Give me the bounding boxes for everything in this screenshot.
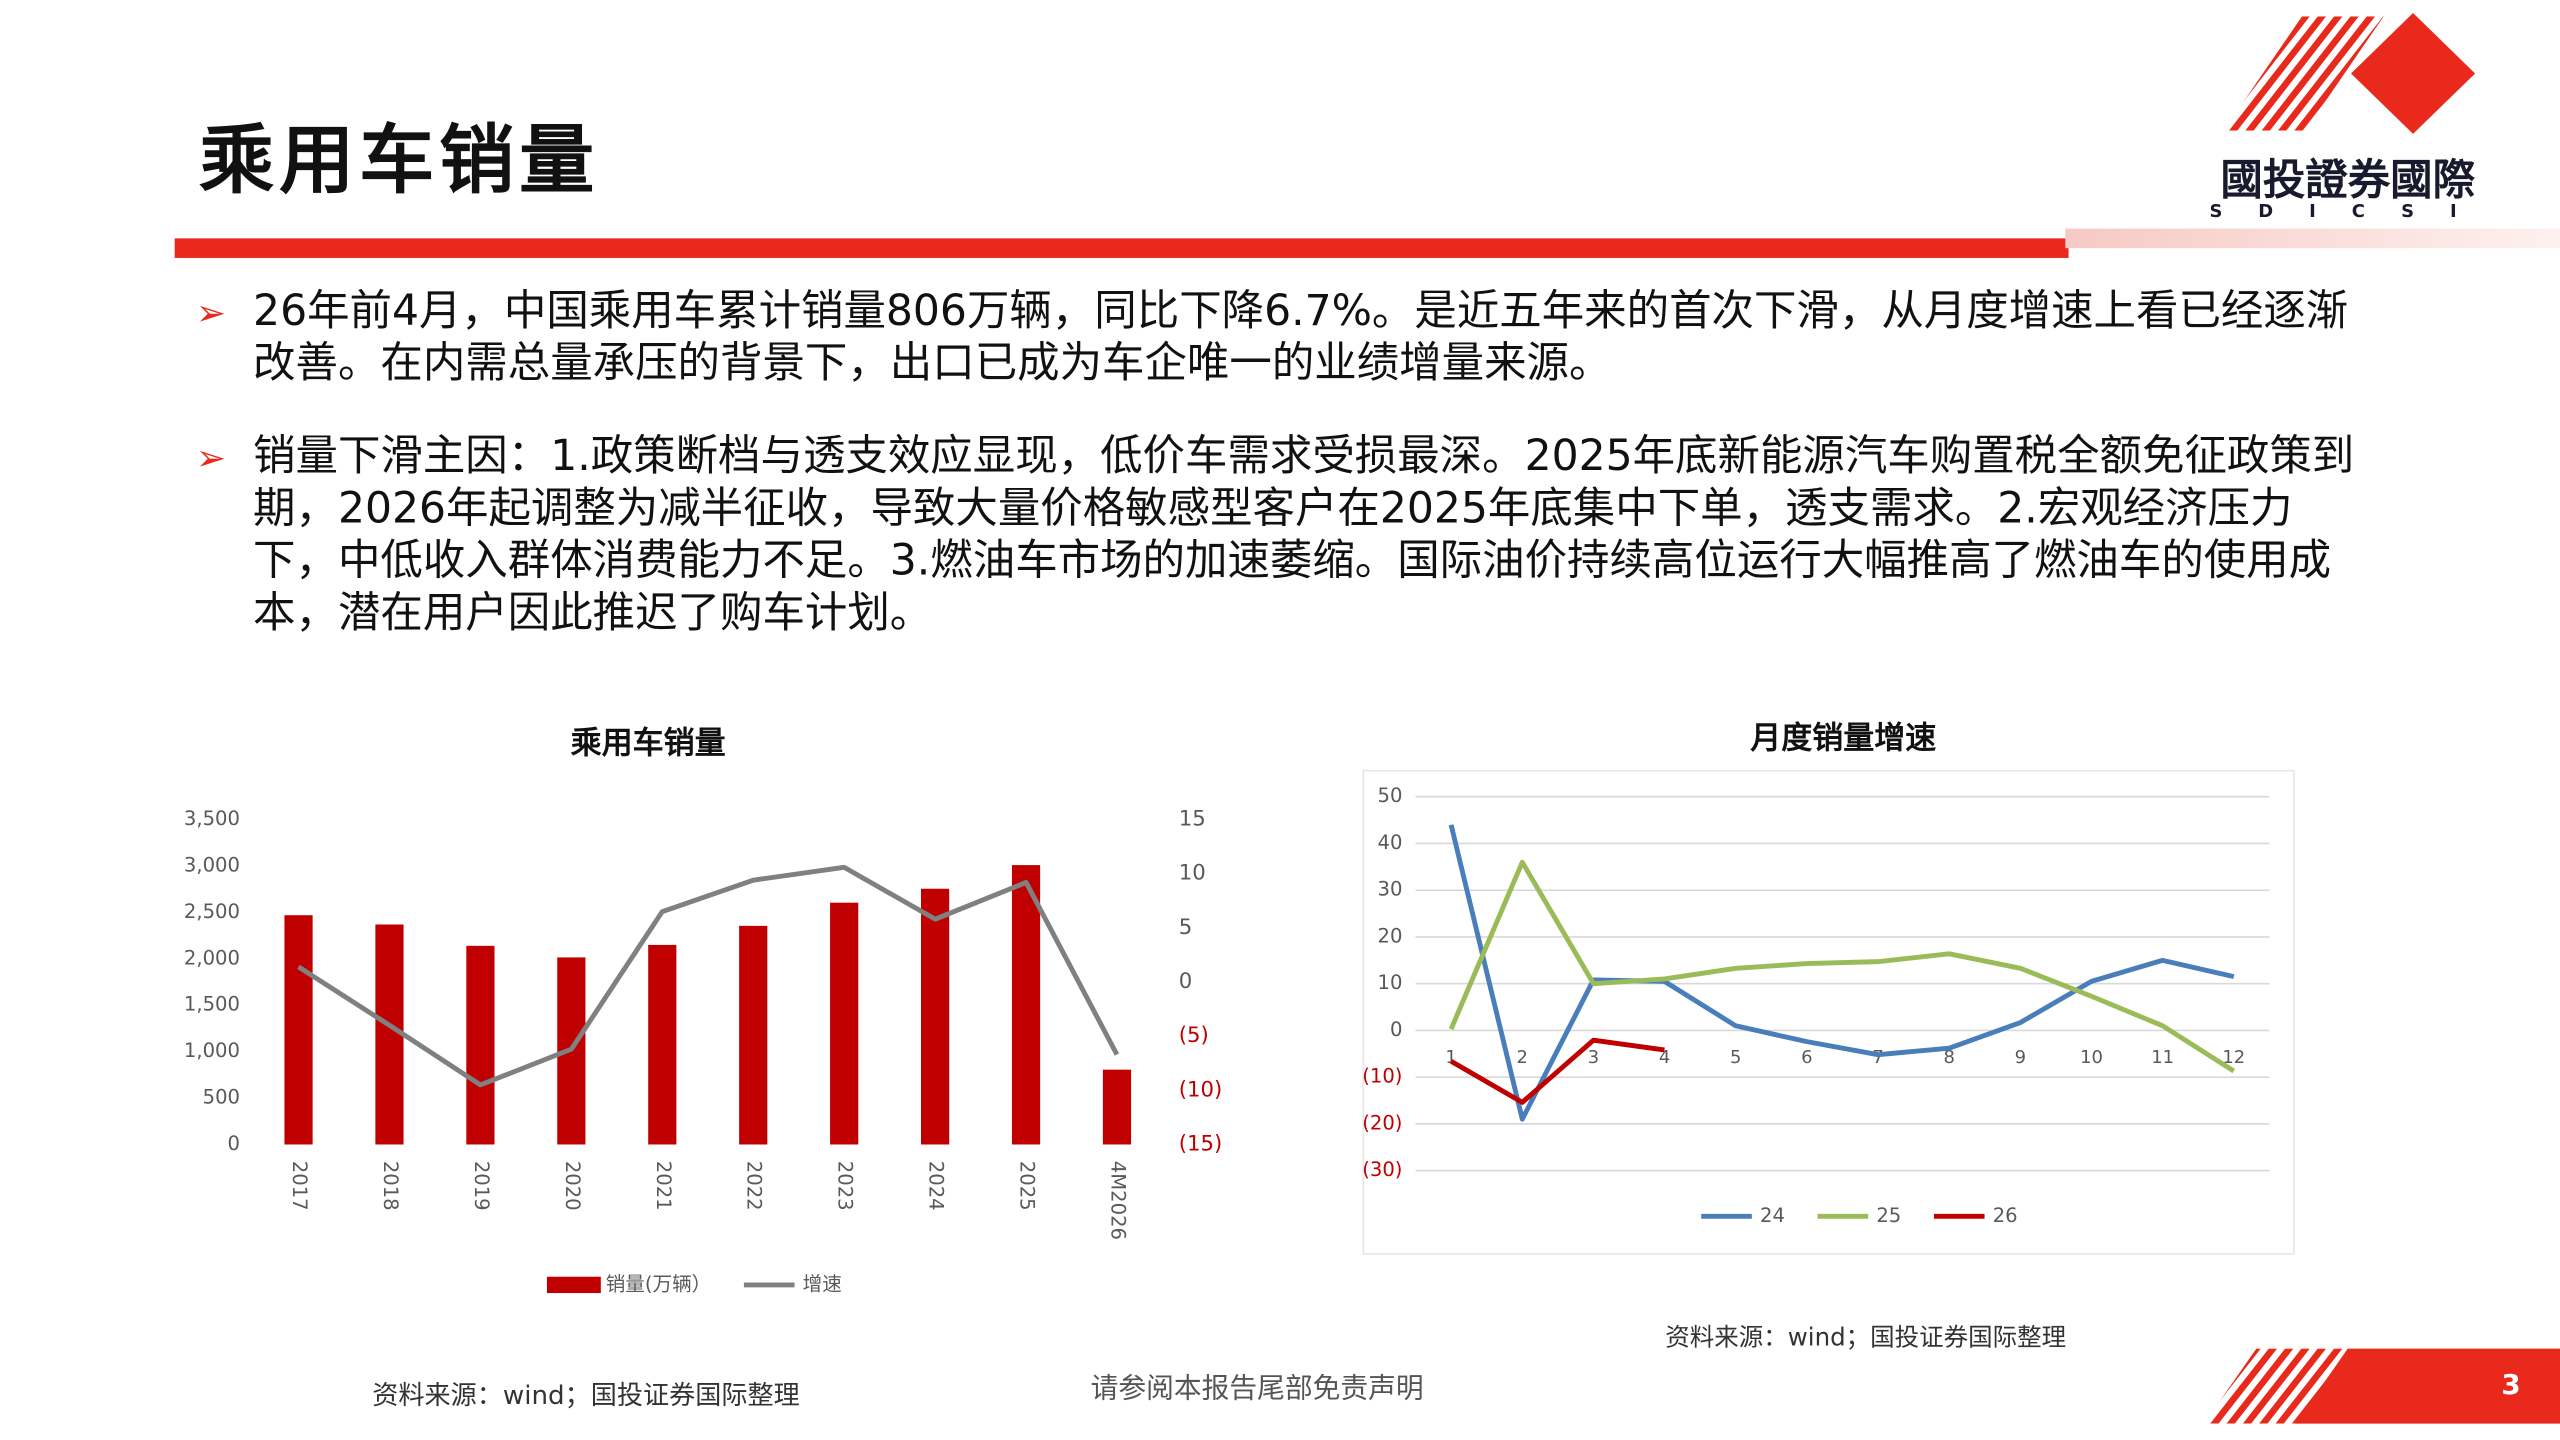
y2-tick-label: (10)	[1179, 1077, 1223, 1102]
y-tick-label: 40	[1378, 831, 1403, 854]
y-tick-label: 30	[1378, 878, 1403, 901]
x-tick-label: 7	[1872, 1047, 1883, 1068]
x-tick-label: 4	[1659, 1047, 1670, 1068]
y2-tick-label: (5)	[1179, 1023, 1209, 1048]
y-tick-label: 1,000	[184, 1039, 240, 1062]
x-tick-label: 2018	[379, 1161, 402, 1211]
y-tick-label: 2,500	[184, 900, 240, 923]
bar	[921, 888, 950, 1145]
legend-label: 销量(万辆）	[606, 1272, 712, 1295]
y-tick-label: 10	[1378, 971, 1403, 994]
logo-text: 國投證券國際	[2220, 156, 2475, 205]
y-tick-label: (20)	[1362, 1111, 1402, 1134]
x-tick-label: 5	[1730, 1047, 1741, 1068]
y-tick-label: 3,000	[184, 854, 240, 877]
bar	[830, 902, 859, 1145]
source-note: 资料来源：wind；国投证券国际整理	[372, 1379, 800, 1411]
chart-title: 乘用车销量	[571, 725, 726, 761]
page-number: 3	[2501, 1368, 2520, 1401]
logo-diamond	[2351, 13, 2476, 134]
y2-tick-label: 10	[1179, 861, 1206, 886]
bar	[375, 924, 404, 1145]
title-rule-fade	[2065, 228, 2560, 249]
y-tick-label: 2,000	[184, 946, 240, 969]
y2-tick-label: 0	[1179, 969, 1193, 994]
disclaimer: 请参阅本报告尾部免责声明	[1090, 1373, 1424, 1406]
y2-tick-label: 5	[1179, 915, 1193, 940]
y-tick-label: 500	[203, 1086, 240, 1109]
y-tick-label: (30)	[1362, 1158, 1402, 1181]
x-tick-label: 2024	[925, 1161, 948, 1211]
bar	[739, 925, 768, 1145]
series-line	[297, 864, 1120, 1088]
x-tick-label: 4M2026	[1106, 1161, 1129, 1240]
bar	[1011, 865, 1041, 1145]
legend-label: 25	[1876, 1204, 1901, 1227]
bar	[284, 915, 313, 1145]
x-tick-label: 2020	[561, 1161, 584, 1211]
bar	[648, 944, 677, 1145]
y-tick-label: 50	[1378, 784, 1403, 807]
title-rule	[174, 238, 2069, 258]
y-tick-label: 20	[1378, 924, 1403, 947]
bullet-marker: ➢	[195, 439, 227, 480]
legend-label: 26	[1993, 1204, 2018, 1227]
x-tick-label: 2	[1517, 1047, 1528, 1068]
x-tick-label: 12	[2222, 1047, 2245, 1068]
x-tick-label: 1	[1445, 1047, 1456, 1068]
bullet-marker: ➢	[195, 293, 227, 335]
x-tick-label: 3	[1588, 1047, 1599, 1068]
y2-tick-label: (15)	[1179, 1131, 1223, 1156]
y-tick-label: 0	[1390, 1018, 1402, 1041]
x-tick-label: 2017	[288, 1161, 311, 1211]
y2-tick-label: 15	[1179, 807, 1206, 832]
x-tick-label: 8	[1943, 1047, 1954, 1068]
x-tick-label: 9	[2015, 1047, 2026, 1068]
chart-title: 月度销量增速	[1750, 721, 1936, 757]
x-tick-label: 2019	[470, 1161, 493, 1211]
bullet-text: 26年前4月，中国乘用车累计销量806万辆，同比下降6.7%。是近五年来的首次下…	[253, 287, 2349, 389]
x-tick-label: 2025	[1016, 1161, 1039, 1211]
y-tick-label: 3,500	[184, 807, 240, 830]
series-line	[1448, 824, 2235, 1122]
legend-label: 增速	[803, 1272, 842, 1295]
source-note: 资料来源：wind；国投证券国际整理	[1665, 1322, 2067, 1352]
x-tick-label: 6	[1801, 1047, 1812, 1068]
y-tick-label: 1,500	[184, 993, 240, 1016]
x-tick-label: 10	[2080, 1047, 2103, 1068]
y-tick-label: (10)	[1362, 1065, 1402, 1088]
slide-title: 乘用车销量	[199, 115, 600, 205]
logo-subtext: SDICSI	[2209, 201, 2492, 222]
x-tick-label: 2022	[743, 1161, 766, 1211]
x-tick-label: 11	[2151, 1047, 2174, 1068]
series-line	[1449, 1037, 1665, 1105]
legend-swatch	[546, 1276, 601, 1294]
chart-frame	[1362, 769, 2295, 1255]
footer-band	[2295, 1348, 2560, 1424]
y-tick-label: 0	[228, 1132, 240, 1155]
legend-label: 24	[1760, 1204, 1785, 1227]
series-line	[1448, 859, 2236, 1074]
x-tick-label: 2021	[652, 1161, 675, 1211]
bullet-text: 销量下滑主因：1.政策断档与透支效应显现，低价车需求受损最深。2025年底新能源…	[253, 432, 2355, 639]
x-tick-label: 2023	[834, 1161, 857, 1211]
bar	[1102, 1069, 1132, 1145]
bar	[466, 945, 495, 1145]
